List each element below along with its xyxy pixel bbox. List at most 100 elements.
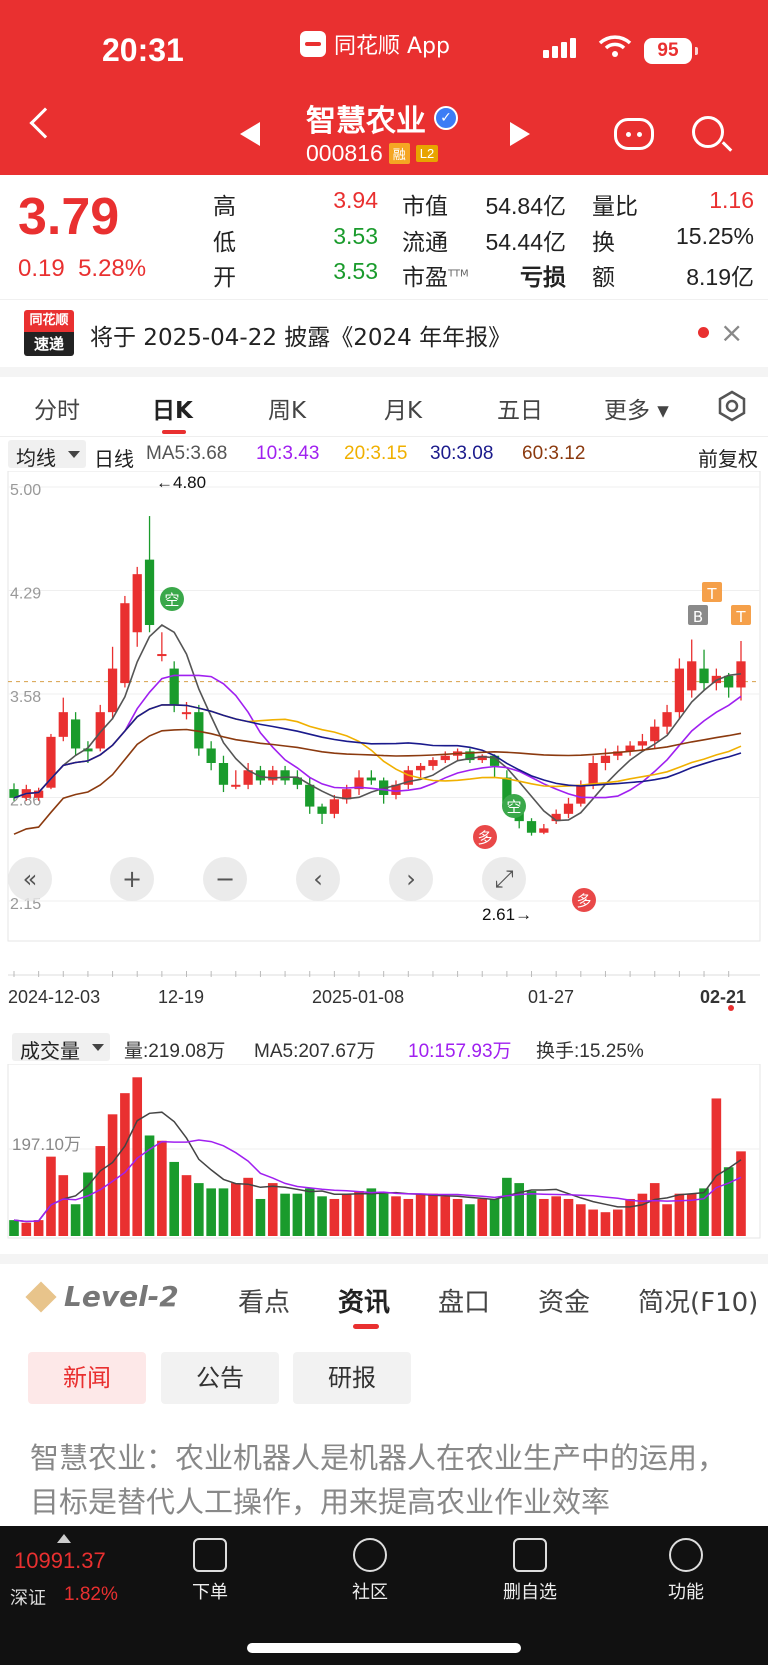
tab-capital[interactable]: 资金 [538, 1288, 591, 1318]
collapse-icon-glyph: « [23, 865, 38, 893]
tab-weekly[interactable]: 周K [268, 398, 307, 424]
y-tick-label: 5.00 [10, 482, 41, 499]
pill-announcements[interactable]: 公告 [161, 1352, 279, 1404]
next-stock-icon[interactable] [510, 122, 530, 146]
candle-body [650, 726, 660, 742]
take-marker [702, 582, 722, 602]
volume-select[interactable]: 成交量 [12, 1033, 110, 1063]
star-badge-icon [353, 1538, 387, 1572]
robot-icon[interactable] [614, 118, 654, 150]
candle-body [218, 763, 229, 785]
candle-body [169, 668, 179, 705]
volume-bar [169, 1161, 179, 1236]
max-price-label: ←4.80 [156, 473, 206, 492]
last-price: 3.79 [18, 188, 120, 246]
candle-body [317, 806, 327, 814]
app-name-label: 同花顺 App [334, 34, 450, 59]
quote-panel: 3.79 0.19 5.28% 高 3.94 低 3.53 开 3.53 市值 … [0, 175, 768, 297]
ma30-label: 30:3.08 [430, 443, 494, 464]
volume-bar [95, 1146, 106, 1236]
notice-text: 将于 2025-04-22 披露《2024 年年报》 [90, 325, 512, 351]
header: 20:31 同花顺 App 95 智慧农业 ✓ 000816 融 L2 [0, 0, 768, 175]
period-tabs: 分时 日K 周K 月K 五日 更多 ▾ [0, 377, 768, 437]
nav-remove-watchlist[interactable]: 删自选 [480, 1538, 580, 1604]
tab-more[interactable]: 更多 ▾ [604, 398, 669, 424]
expand-icon[interactable] [57, 1534, 71, 1543]
y-tick-label: 3.58 [10, 689, 41, 706]
nav-community[interactable]: 社区 [320, 1538, 420, 1604]
amount-value: 8.19亿 [686, 264, 754, 290]
candle-body [329, 799, 339, 814]
ma30-line [13, 704, 742, 799]
volume-bar [120, 1093, 130, 1236]
volume-chart[interactable]: 197.10万 [0, 1064, 768, 1244]
diamond-icon [25, 1280, 57, 1313]
nav-functions[interactable]: 功能 [636, 1538, 736, 1604]
close-icon[interactable]: × [720, 316, 744, 349]
low-label: 低 [213, 230, 236, 256]
stock-code: 000816 融 L2 [306, 140, 439, 167]
volume-bar [83, 1172, 93, 1236]
volume-bar [329, 1198, 340, 1236]
tab-profile[interactable]: 简况(F10) [638, 1288, 759, 1318]
volume-y-tick: 197.10万 [12, 1135, 81, 1154]
adjust-label[interactable]: 前复权 [698, 449, 758, 471]
chevron-right-icon[interactable] [389, 857, 433, 901]
volume-bar [366, 1188, 377, 1236]
candle-body [539, 828, 549, 833]
zoom-out-icon[interactable] [203, 857, 247, 901]
volume-ma5-line [13, 1111, 742, 1223]
search-icon[interactable] [692, 116, 724, 148]
volume-bar [612, 1209, 623, 1236]
tab-news[interactable]: 资讯 [338, 1288, 391, 1318]
indicator-select[interactable]: 均线 [8, 440, 86, 470]
prev-stock-icon[interactable] [240, 122, 260, 146]
volume-bar [699, 1188, 709, 1236]
volume-bar [391, 1196, 401, 1236]
stock-name-label: 智慧农业 [306, 104, 426, 139]
zoom-in-icon[interactable] [110, 857, 154, 901]
notice-banner[interactable]: 同花顺 速递 将于 2025-04-22 披露《2024 年年报》 [0, 299, 768, 367]
tab-highlights[interactable]: 看点 [238, 1288, 291, 1318]
zoom-in-icon-glyph: + [122, 865, 142, 893]
margin-tag: 融 [388, 143, 410, 164]
tab-five-day[interactable]: 五日 [497, 398, 543, 424]
candle-body [724, 675, 734, 688]
chevron-left-icon[interactable] [296, 857, 340, 901]
volume-bar [539, 1198, 549, 1236]
tab-intraday[interactable]: 分时 [34, 398, 80, 424]
back-icon[interactable] [29, 107, 61, 139]
take-marker [731, 605, 751, 625]
tab-monthly[interactable]: 月K [384, 398, 423, 424]
pill-research[interactable]: 研报 [293, 1352, 411, 1404]
candle-body [9, 789, 19, 798]
volume-bar [317, 1196, 327, 1236]
candle-body [600, 755, 611, 763]
level2-badge[interactable]: Level-2 [25, 1280, 179, 1313]
volume-bar [292, 1193, 303, 1236]
collapse-icon[interactable] [8, 857, 52, 901]
volume-bar [477, 1198, 488, 1236]
settings-icon[interactable] [716, 390, 748, 422]
fullscreen-icon[interactable] [482, 857, 526, 901]
wifi-icon [598, 35, 632, 57]
candle-body [674, 668, 685, 713]
candle-body [416, 765, 426, 771]
volume-frame [7, 1064, 761, 1239]
volume-bar [403, 1198, 414, 1236]
index-pct: 1.82% [64, 1584, 118, 1605]
short-marker-text: 空 [164, 591, 179, 609]
news-item[interactable]: 智慧农业：农业机器人是机器人在农业生产中的运用，目标是替代人工操作，用来提高农业… [30, 1441, 727, 1519]
tab-order-book[interactable]: 盘口 [438, 1288, 491, 1318]
index-value[interactable]: 10991.37 [14, 1548, 106, 1573]
pill-news[interactable]: 新闻 [28, 1352, 146, 1404]
candle-body [305, 784, 315, 807]
pe-label: 市盈TTM [402, 258, 469, 292]
divider [0, 1254, 768, 1264]
nav-order[interactable]: 下单 [160, 1538, 260, 1604]
candle-body [588, 763, 598, 785]
volume-bar [378, 1193, 389, 1236]
volume-bar [600, 1212, 611, 1236]
tab-daily[interactable]: 日K [152, 398, 193, 424]
